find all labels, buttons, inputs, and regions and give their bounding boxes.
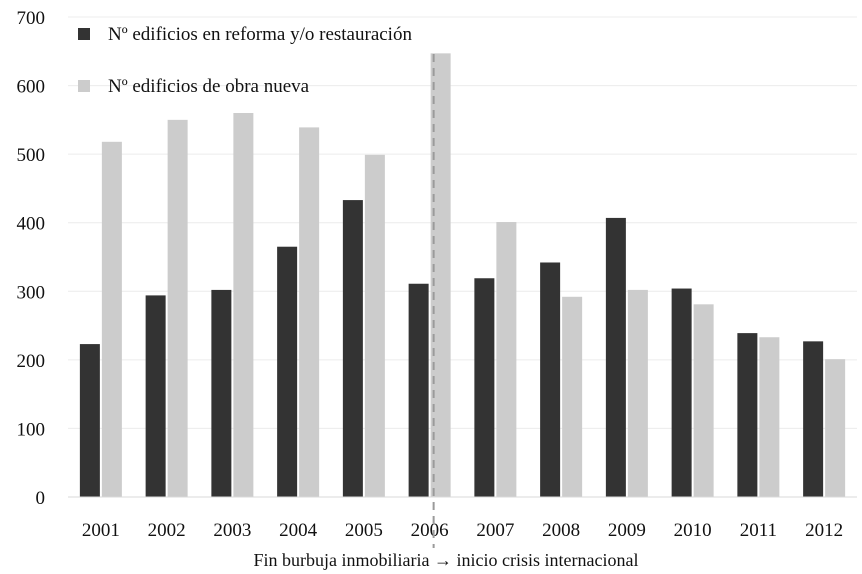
x-tick-label: 2008 xyxy=(542,520,580,541)
y-tick-label: 100 xyxy=(17,419,46,440)
bar-obra-nueva xyxy=(496,222,517,497)
bar-obra-nueva xyxy=(364,154,385,498)
x-tick-label: 2004 xyxy=(279,520,318,541)
x-tick-label: 2005 xyxy=(345,520,383,541)
legend-swatch xyxy=(78,80,90,92)
legend-label: Nº edificios de obra nueva xyxy=(108,76,310,97)
bar-obra-nueva xyxy=(299,127,320,498)
bar-reforma xyxy=(803,341,824,497)
bar-reforma xyxy=(671,288,692,497)
bars xyxy=(79,53,846,498)
crisis-annotation: Fin burbuja inmobiliaria → inicio crisis… xyxy=(254,550,639,570)
bar-obra-nueva xyxy=(167,119,188,497)
bar-reforma xyxy=(342,200,363,498)
x-tick-label: 2003 xyxy=(213,520,251,541)
x-tick-label: 2010 xyxy=(674,520,712,541)
y-tick-label: 300 xyxy=(17,282,46,303)
bar-obra-nueva xyxy=(430,53,451,497)
y-tick-label: 600 xyxy=(17,77,46,98)
bar-obra-nueva xyxy=(627,289,648,497)
bar-reforma xyxy=(474,278,495,497)
x-tick-label: 2002 xyxy=(148,520,186,541)
y-tick-label: 0 xyxy=(36,488,46,509)
x-tick-label: 2011 xyxy=(740,520,777,541)
crisis-marker: Fin burbuja inmobiliaria → inicio crisis… xyxy=(254,54,639,570)
bar-obra-nueva xyxy=(693,304,714,497)
x-tick-label: 2012 xyxy=(805,520,843,541)
x-tick-label: 2007 xyxy=(476,520,514,541)
bar-reforma xyxy=(408,283,429,497)
y-tick-label: 400 xyxy=(17,214,46,235)
axes: 0 100 200 300 400 500 600 700 2001 2002 2003 2004 20… xyxy=(17,8,857,541)
legend-label: Nº edificios en reforma y/o restauración xyxy=(108,24,412,45)
bar-obra-nueva xyxy=(562,296,583,497)
bar-obra-nueva xyxy=(101,141,122,498)
x-tick-label: 2006 xyxy=(411,520,449,541)
gridlines xyxy=(68,16,857,498)
y-tick-label: 500 xyxy=(17,145,46,166)
y-tick-label: 200 xyxy=(17,351,46,372)
bar-reforma xyxy=(277,246,298,497)
bar-obra-nueva xyxy=(759,337,780,497)
bar-obra-nueva xyxy=(233,113,254,497)
bar-reforma xyxy=(605,217,626,497)
legend-swatch xyxy=(78,28,90,40)
bar-reforma xyxy=(540,262,561,497)
x-tick-label: 2009 xyxy=(608,520,646,541)
bar-reforma xyxy=(79,344,100,497)
bar-obra-nueva xyxy=(825,359,846,497)
bar-reforma xyxy=(211,289,232,497)
bar-reforma xyxy=(737,333,758,497)
y-tick-label: 700 xyxy=(17,8,46,29)
x-tick-label: 2001 xyxy=(82,520,120,541)
legend: Nº edificios en reforma y/o restauración… xyxy=(78,24,412,97)
bar-reforma xyxy=(145,295,166,497)
